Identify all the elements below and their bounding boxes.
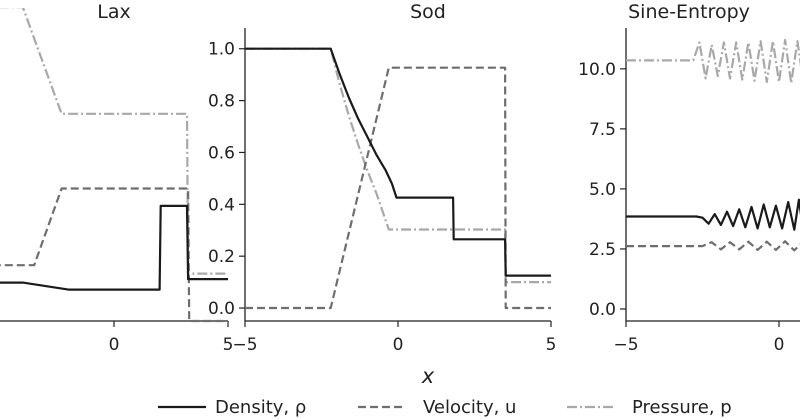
x-tick-label-lax: 5 [223, 335, 234, 355]
legend-pressure-label: Pressure, p [632, 397, 732, 418]
series-velocity-sod [245, 66, 551, 310]
panel-lax: Lax 0 5 [0, 1, 233, 355]
y-tick-label-sine-entropy: 10.0 [578, 60, 616, 80]
y-tick-label-sod: 0.2 [208, 247, 235, 267]
y-tick-label-sine-entropy: 0.0 [589, 300, 616, 320]
y-tick-label-sine-entropy: 5.0 [589, 180, 616, 200]
x-tick-label-sod: 5 [546, 335, 557, 355]
x-tick-label-sine-entropy: −5 [613, 335, 638, 355]
x-tick-label-sine-entropy: 0 [774, 335, 785, 355]
series-density-lax [0, 204, 228, 291]
panel-title-lax: Lax [97, 1, 130, 23]
legend: Density, ρ Velocity, u Pressure, p [158, 397, 732, 418]
y-tick-label-sod: 0.6 [208, 143, 235, 163]
panel-sod: Sod 0.0 0.2 0.4 0.6 0.8 1.0 −5 0 5 [208, 1, 556, 355]
y-tick-label-sod: 0.0 [208, 299, 235, 319]
x-tick-label-lax: 0 [109, 335, 120, 355]
series-density-sod [245, 47, 551, 277]
series-pressure-lax [0, 8, 228, 275]
panel-sine-entropy: Sine-Entropy 0.0 2.5 5.0 7.5 10.0 −5 0 [578, 1, 800, 355]
y-tick-label-sod: 1.0 [208, 40, 235, 60]
panel-title-sod: Sod [410, 1, 446, 23]
x-axis-label: x [421, 364, 435, 388]
chart-panels: Lax 0 5 Sod 0.0 0.2 0.4 0.6 0.8 1.0 −5 0 5 Sine-Entro… [0, 1, 800, 355]
legend-velocity-label: Velocity, u [423, 397, 516, 418]
legend-density-label: Density, ρ [215, 397, 306, 418]
y-tick-label-sod: 0.8 [208, 92, 235, 112]
y-tick-label-sine-entropy: 7.5 [589, 120, 616, 140]
x-tick-label-sod: −5 [232, 335, 257, 355]
panel-title-sine-entropy: Sine-Entropy [628, 1, 750, 23]
series-pressure-sine-entropy [626, 38, 800, 85]
series-density-sine-entropy [626, 198, 800, 231]
series-velocity-sine-entropy [626, 240, 800, 252]
x-tick-label-sod: 0 [393, 335, 404, 355]
y-tick-label-sod: 0.4 [208, 195, 235, 215]
series-velocity-lax [0, 187, 228, 323]
y-tick-label-sine-entropy: 2.5 [589, 240, 616, 260]
